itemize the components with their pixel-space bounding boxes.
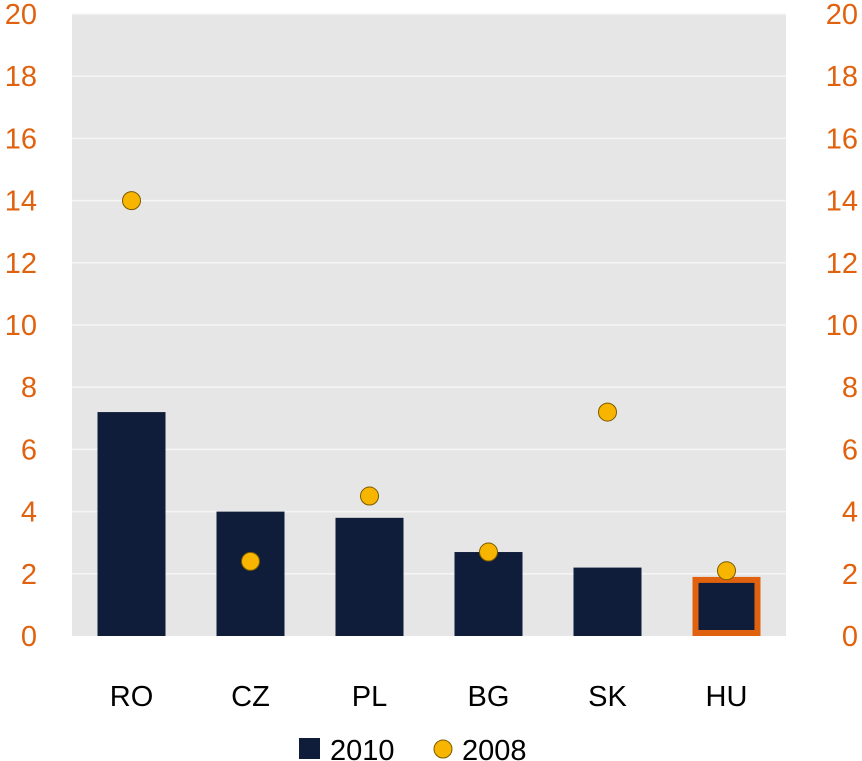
bar-2010-ro (97, 412, 166, 636)
y-tick-label: 20 (5, 0, 37, 31)
left-y-axis: 0 2 4 6 8 10 12 14 16 18 20 (5, 0, 37, 653)
grid-lines (72, 13, 786, 575)
legend-label-2010: 2010 (330, 735, 395, 761)
y2-tick-label: 6 (842, 434, 858, 466)
y-tick-label: 16 (5, 123, 37, 155)
y-tick-label: 12 (5, 248, 37, 280)
bar-2010-pl (335, 517, 404, 636)
point-2008-ro (122, 191, 141, 211)
y-tick-label: 0 (21, 621, 37, 653)
y-tick-label: 10 (5, 310, 37, 342)
bar-series-2010 (97, 412, 761, 636)
category-label: HU (706, 681, 748, 713)
marker-series-2008 (122, 191, 736, 581)
legend-swatch-2010 (299, 738, 320, 759)
point-2008-bg (479, 542, 498, 562)
right-y-axis: 0 2 4 6 8 10 12 14 16 18 20 (826, 0, 858, 653)
legend: 2010 2008 (299, 735, 527, 761)
y2-tick-label: 12 (826, 248, 858, 280)
category-label: CZ (231, 681, 270, 713)
category-label: RO (110, 681, 154, 713)
y2-tick-label: 14 (826, 186, 858, 218)
bar-2010-hu (692, 576, 761, 636)
legend-label-2008: 2008 (462, 735, 527, 761)
y2-tick-label: 8 (842, 372, 858, 404)
y-tick-label: 18 (5, 61, 37, 93)
point-2008-sk (598, 402, 617, 422)
y2-tick-label: 20 (826, 0, 858, 31)
legend-swatch-2008 (433, 739, 453, 759)
y2-tick-label: 18 (826, 61, 858, 93)
bar-2010-cz (216, 511, 285, 636)
y-tick-label: 2 (21, 559, 37, 591)
y2-tick-label: 16 (826, 123, 858, 155)
y-tick-label: 8 (21, 372, 37, 404)
category-label: SK (588, 681, 627, 713)
y-tick-label: 6 (21, 434, 37, 466)
x-axis-categories: RO CZ PL BG SK HU (110, 681, 748, 713)
y2-tick-label: 0 (842, 621, 858, 653)
bar-2010-bg (454, 552, 523, 636)
category-label: BG (468, 681, 510, 713)
y2-tick-label: 2 (842, 559, 858, 591)
y2-tick-label: 10 (826, 310, 858, 342)
y-tick-label: 4 (21, 497, 37, 529)
bar-2010-sk (573, 567, 642, 636)
point-2008-hu (717, 561, 736, 581)
point-2008-pl (360, 486, 379, 506)
y2-tick-label: 4 (842, 497, 858, 529)
y-tick-label: 14 (5, 186, 37, 218)
point-2008-cz (241, 551, 260, 571)
category-label: PL (352, 681, 387, 713)
